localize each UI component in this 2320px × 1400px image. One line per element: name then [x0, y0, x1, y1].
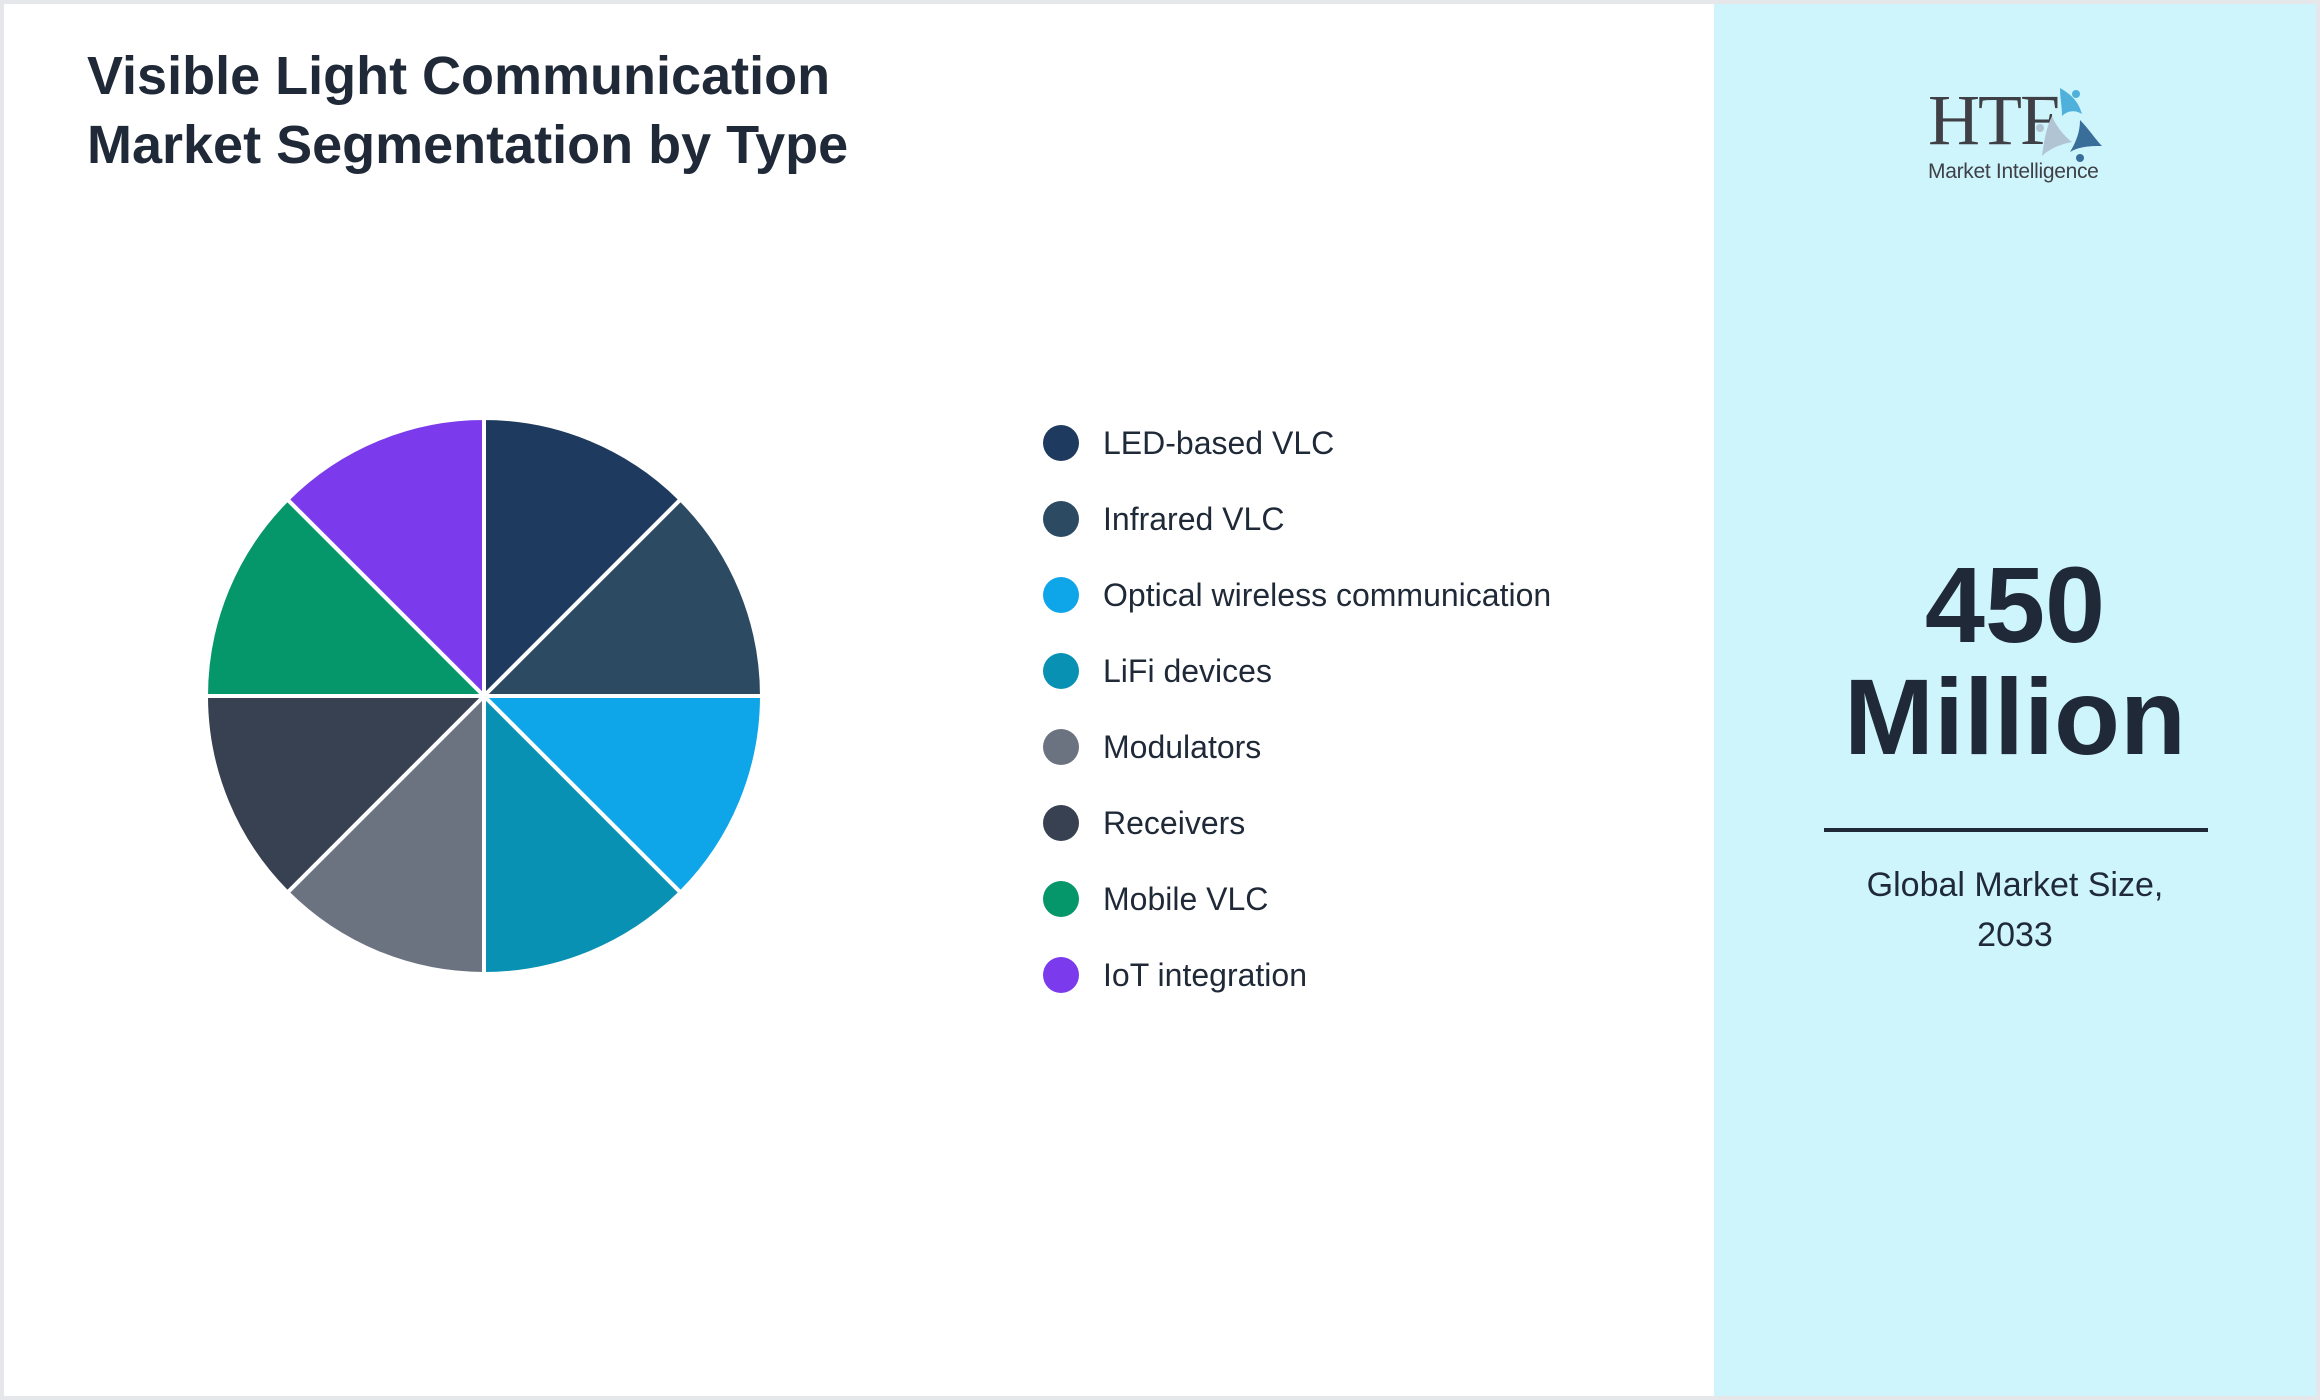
- logo-tagline: Market Intelligence: [1928, 160, 2099, 183]
- pie-slice-led-based-vlc: [482, 416, 683, 698]
- divider: [1824, 828, 2208, 832]
- legend-item: Receivers: [1043, 785, 1551, 861]
- legend-label: LED-based VLC: [1103, 424, 1335, 461]
- htf-logo: HTF Market Intelligence: [1924, 80, 2114, 184]
- caption-line-1: Global Market Size,: [1866, 866, 2164, 904]
- caption-line-2: 2033: [1977, 916, 2053, 954]
- legend-swatch-icon: [1043, 653, 1079, 689]
- pie-slice-modulators: [285, 694, 486, 976]
- pie-slice-lifi-devices: [482, 694, 683, 976]
- chart-legend: LED-based VLC Infrared VLC Optical wireles…: [1043, 405, 1551, 1013]
- legend-swatch-icon: [1043, 425, 1079, 461]
- legend-item: LiFi devices: [1043, 633, 1551, 709]
- legend-swatch-icon: [1043, 805, 1079, 841]
- legend-item: LED-based VLC: [1043, 405, 1551, 481]
- legend-label: Mobile VLC: [1103, 880, 1269, 917]
- legend-label: Modulators: [1103, 728, 1262, 765]
- legend-label: Infrared VLC: [1103, 500, 1285, 537]
- legend-label: LiFi devices: [1103, 652, 1272, 689]
- pie-chart: [204, 416, 764, 976]
- chart-panel: Visible Light Communication Market Segme…: [4, 4, 1714, 1396]
- legend-item: IoT integration: [1043, 937, 1551, 1013]
- pie-slice-mobile-vlc: [204, 497, 486, 698]
- legend-label: Optical wireless communication: [1103, 576, 1552, 613]
- pie-slice-receivers: [204, 694, 486, 895]
- legend-swatch-icon: [1043, 577, 1079, 613]
- pie-slice-infrared-vlc: [482, 497, 764, 698]
- market-size-value: 450 Million: [1714, 549, 2316, 773]
- logo-brand: HTF: [1928, 80, 2060, 160]
- infographic-frame: Visible Light Communication Market Segme…: [4, 4, 2316, 1396]
- page-title: Visible Light Communication Market Segme…: [87, 42, 987, 180]
- legend-label: IoT integration: [1103, 956, 1307, 993]
- pie-slice-iot-integration: [285, 416, 486, 698]
- title-line-2: Market Segmentation by Type: [87, 115, 849, 175]
- market-size-unit: Million: [1844, 656, 2186, 777]
- legend-item: Optical wireless communication: [1043, 557, 1551, 633]
- legend-item: Infrared VLC: [1043, 481, 1551, 557]
- summary-panel: HTF Market Intelligence 450 Million Glob…: [1714, 4, 2316, 1396]
- people-circle-icon: [2036, 88, 2102, 162]
- title-line-1: Visible Light Communication: [87, 46, 831, 106]
- legend-item: Mobile VLC: [1043, 861, 1551, 937]
- legend-label: Receivers: [1103, 804, 1246, 841]
- market-size-caption: Global Market Size, 2033: [1714, 860, 2316, 960]
- legend-swatch-icon: [1043, 501, 1079, 537]
- legend-swatch-icon: [1043, 729, 1079, 765]
- pie-slice-optical-wireless-communication: [482, 694, 764, 895]
- legend-item: Modulators: [1043, 709, 1551, 785]
- market-size-number: 450: [1924, 544, 2106, 665]
- legend-swatch-icon: [1043, 957, 1079, 993]
- legend-swatch-icon: [1043, 881, 1079, 917]
